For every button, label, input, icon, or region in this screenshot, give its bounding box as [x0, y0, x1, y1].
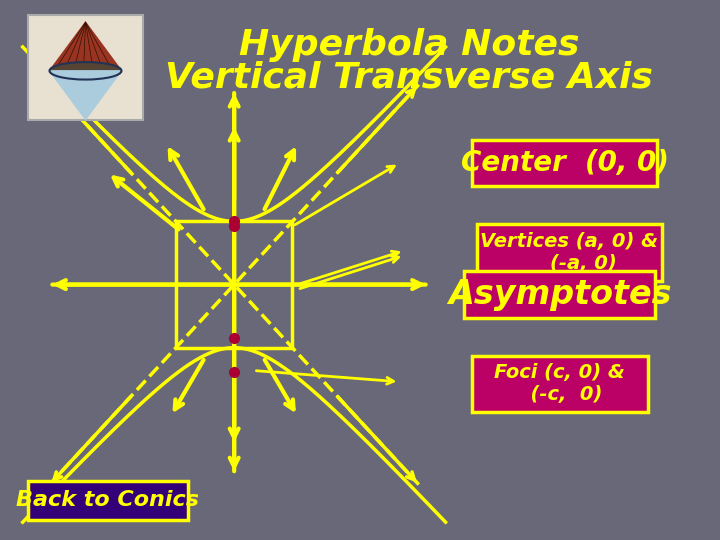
Polygon shape [50, 71, 122, 119]
Bar [176, 221, 292, 348]
Text: Vertices (a, 0) &
    (-a, 0): Vertices (a, 0) & (-a, 0) [480, 232, 659, 273]
Ellipse shape [50, 62, 122, 79]
Text: Foci (c, 0) &
  (-c,  0): Foci (c, 0) & (-c, 0) [494, 363, 625, 404]
FancyBboxPatch shape [477, 224, 662, 281]
Text: Back to Conics: Back to Conics [17, 490, 199, 510]
Text: Hyperbola Notes: Hyperbola Notes [239, 28, 580, 62]
Text: Vertical Transverse Axis: Vertical Transverse Axis [165, 60, 653, 94]
FancyBboxPatch shape [464, 271, 655, 318]
FancyBboxPatch shape [472, 355, 647, 412]
Polygon shape [50, 22, 122, 71]
Text: Asymptotes: Asymptotes [448, 278, 672, 311]
Text: Center  (0, 0): Center (0, 0) [461, 149, 668, 177]
Bar [28, 16, 143, 120]
FancyBboxPatch shape [28, 481, 187, 519]
FancyBboxPatch shape [472, 140, 657, 186]
